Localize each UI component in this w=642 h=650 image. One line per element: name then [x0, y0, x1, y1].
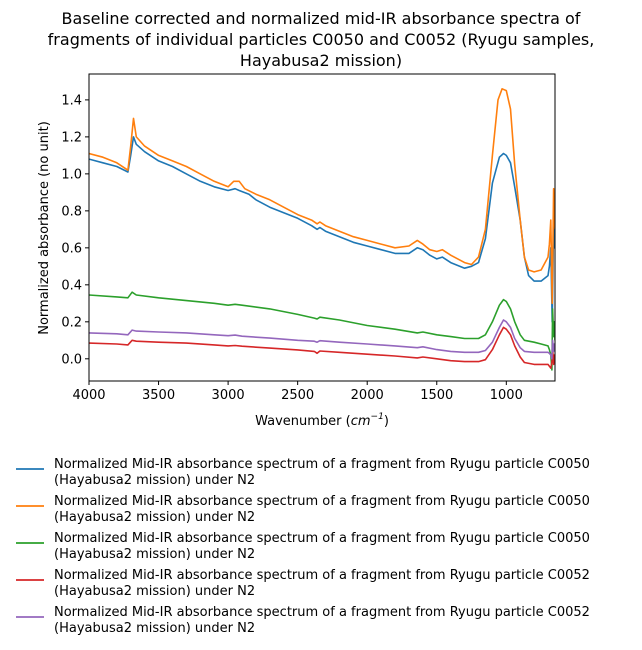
x-axis-label: Wavenumber (cm−1) — [255, 412, 389, 429]
legend-label-5-line-1: Normalized Mid-IR absorbance spectrum of… — [54, 605, 590, 620]
series-line-5 — [89, 319, 555, 360]
x-tick-label-2500: 2500 — [281, 388, 314, 403]
x-tick-label-1500: 1500 — [420, 388, 453, 403]
x-axis-label-close: ) — [384, 414, 389, 429]
x-axis-unit-base: cm — [351, 414, 371, 429]
chart-title: Baseline corrected and normalized mid-IR… — [48, 9, 595, 70]
series-line-4 — [89, 326, 555, 369]
y-tick-label-5: 1.0 — [61, 167, 82, 182]
x-tick-label-4000: 4000 — [72, 388, 105, 403]
x-axis-label-text: Wavenumber — [255, 414, 342, 429]
legend: Normalized Mid-IR absorbance spectrum of… — [16, 457, 590, 636]
legend-label-1-line-2: (Hayabusa2 mission) under N2 — [54, 473, 255, 488]
series-line-2 — [89, 88, 555, 305]
legend-label-5-line-2: (Hayabusa2 mission) under N2 — [54, 621, 255, 636]
series-line-1 — [89, 136, 555, 323]
x-axis-label-space: ( — [342, 414, 351, 429]
y-axis-ticks: 0.0 0.2 0.4 0.6 0.8 1.0 1.2 1.4 — [61, 93, 89, 367]
legend-label-4-line-2: (Hayabusa2 mission) under N2 — [54, 584, 255, 599]
legend-label-3-line-2: (Hayabusa2 mission) under N2 — [54, 547, 255, 562]
y-tick-label-3: 0.6 — [61, 241, 82, 256]
chart-title-line-3: Hayabusa2 mission) — [240, 51, 402, 70]
x-axis-unit-exp: −1 — [371, 412, 384, 422]
plot-frame — [88, 73, 556, 382]
x-tick-label-3500: 3500 — [142, 388, 175, 403]
y-tick-label-2: 0.4 — [61, 278, 82, 293]
y-axis-label: Normalized absorbance (no unit) — [37, 121, 52, 335]
legend-label-3-line-1: Normalized Mid-IR absorbance spectrum of… — [54, 531, 590, 546]
y-tick-label-7: 1.4 — [61, 93, 82, 108]
y-tick-label-4: 0.8 — [61, 204, 82, 219]
x-tick-label-3000: 3000 — [212, 388, 245, 403]
y-tick-label-1: 0.2 — [61, 315, 82, 330]
legend-label-4-line-1: Normalized Mid-IR absorbance spectrum of… — [54, 568, 590, 583]
legend-label-2-line-1: Normalized Mid-IR absorbance spectrum of… — [54, 494, 590, 509]
x-tick-label-2000: 2000 — [351, 388, 384, 403]
y-tick-label-6: 1.2 — [61, 130, 82, 145]
chart-title-line-1: Baseline corrected and normalized mid-IR… — [62, 9, 581, 28]
series-layer — [89, 88, 555, 371]
legend-label-2-line-2: (Hayabusa2 mission) under N2 — [54, 510, 255, 525]
series-line-3 — [89, 291, 555, 371]
x-axis-ticks: 4000 3500 3000 2500 2000 1500 1000 — [72, 381, 523, 403]
chart-title-line-2: fragments of individual particles C0050 … — [48, 30, 595, 49]
y-tick-label-0: 0.0 — [61, 352, 82, 367]
legend-label-1-line-1: Normalized Mid-IR absorbance spectrum of… — [54, 457, 590, 472]
x-tick-label-1000: 1000 — [490, 388, 523, 403]
